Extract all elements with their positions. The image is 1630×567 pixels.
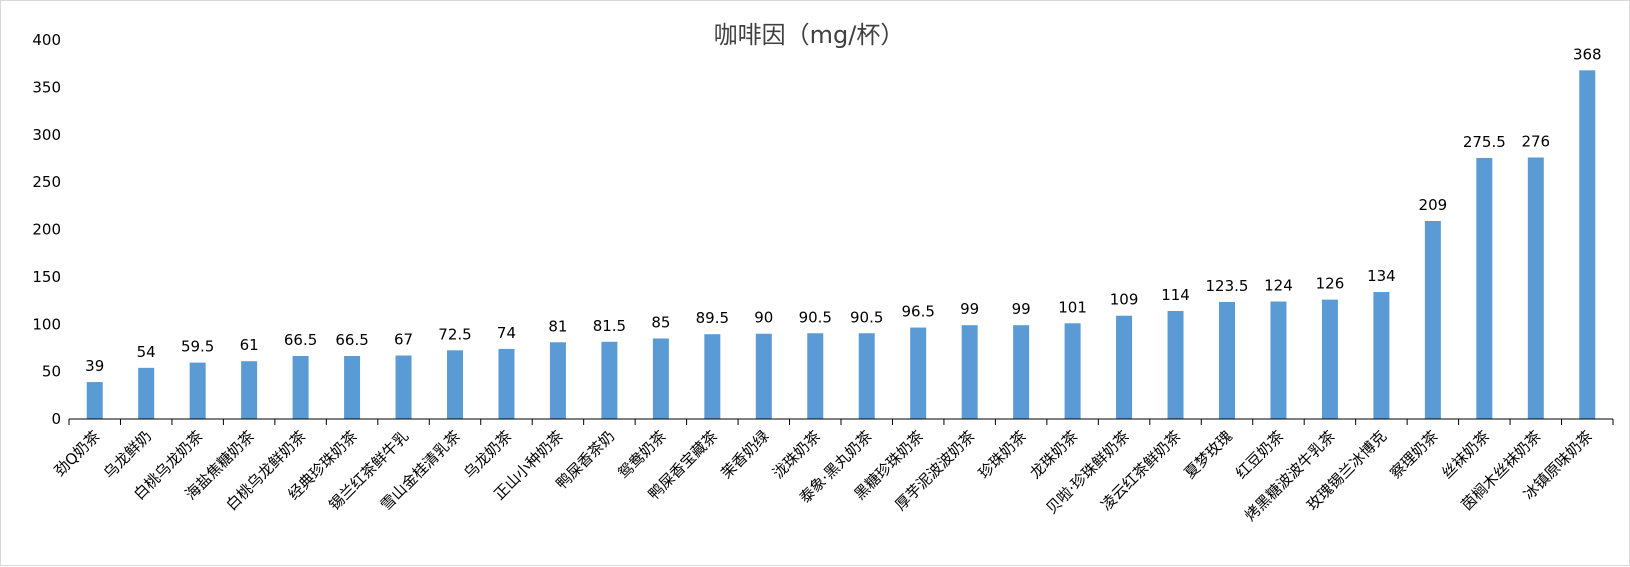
bar [189, 362, 206, 419]
y-tick-label: 350 [32, 78, 61, 96]
value-label: 96.5 [901, 303, 934, 321]
bar [755, 333, 772, 419]
y-tick-label: 0 [51, 410, 61, 428]
value-label: 66.5 [284, 331, 317, 349]
bar [447, 350, 463, 419]
value-label: 54 [137, 343, 156, 361]
y-tick-label: 250 [32, 173, 61, 191]
bar [498, 348, 515, 419]
value-label: 114 [1161, 286, 1190, 304]
value-label: 109 [1110, 291, 1139, 309]
y-axis: 0 50 100 150 200 250 300 350 400 [32, 31, 61, 428]
value-label: 275.5 [1463, 133, 1506, 151]
bar [549, 342, 566, 419]
bar [858, 333, 875, 419]
value-label: 59.5 [181, 338, 214, 356]
bar [395, 355, 412, 419]
bar [86, 382, 103, 419]
y-tick-label: 150 [32, 268, 61, 286]
y-tick-label: 200 [32, 221, 61, 239]
value-label: 209 [1419, 196, 1448, 214]
x-category-label: 劲Q奶茶 [51, 427, 104, 480]
bar [961, 325, 978, 419]
value-label: 39 [85, 357, 104, 375]
value-label: 276 [1521, 132, 1550, 150]
bar [910, 327, 927, 419]
y-tick-label: 100 [32, 315, 61, 333]
bar [1013, 325, 1030, 419]
value-label: 90 [754, 309, 773, 327]
bar [1527, 157, 1544, 420]
x-category-label: 珍珠奶茶 [975, 427, 1030, 482]
bar [138, 367, 155, 419]
value-label: 85 [651, 313, 670, 331]
bar-series [86, 70, 1596, 420]
bar [704, 334, 721, 419]
value-label: 61 [240, 336, 259, 354]
bar [241, 361, 258, 419]
value-label: 72.5 [438, 325, 471, 343]
value-label: 90.5 [850, 308, 883, 326]
value-label: 66.5 [335, 331, 368, 349]
bar [1321, 299, 1338, 419]
value-label: 126 [1316, 275, 1345, 293]
bar [807, 333, 824, 419]
value-label: 99 [960, 300, 979, 318]
value-label: 81.5 [593, 317, 626, 335]
value-label: 67 [394, 331, 413, 349]
chart-title: 咖啡因（mg/杯） [714, 21, 905, 49]
value-label: 124 [1264, 277, 1293, 295]
x-category-label: 烤黑糖波波牛乳茶 [1241, 427, 1339, 525]
value-label: 90.5 [799, 308, 832, 326]
value-label: 89.5 [696, 309, 729, 327]
y-tick-label: 400 [32, 31, 61, 49]
bar [292, 355, 309, 419]
value-label: 101 [1058, 298, 1087, 316]
x-axis: 劲Q奶茶乌龙鲜奶白桃乌龙奶茶海盐焦糖奶茶白桃乌龙鲜奶茶经典珍珠奶茶锡兰红茶鲜牛乳… [51, 418, 1614, 525]
value-label: 99 [1012, 300, 1031, 318]
y-tick-label: 50 [42, 363, 61, 381]
bar [1167, 310, 1184, 419]
bar [1476, 157, 1493, 419]
bar [344, 355, 361, 419]
bar [1579, 70, 1596, 419]
y-tick-label: 300 [32, 126, 61, 144]
value-label: 134 [1367, 267, 1396, 285]
bar [601, 341, 618, 419]
x-category-label: 夏梦玫瑰 [1181, 427, 1236, 482]
bar [1424, 220, 1441, 419]
bar [652, 338, 669, 419]
x-category-label: 察理奶茶 [1387, 427, 1442, 482]
value-label: 123.5 [1206, 277, 1249, 295]
bar [1219, 301, 1235, 419]
bar [1373, 292, 1390, 419]
x-category-label: 茉香奶绿 [717, 427, 772, 482]
bar [1270, 301, 1287, 419]
value-label: 368 [1573, 45, 1602, 63]
value-label: 74 [497, 324, 516, 342]
bar [1064, 323, 1081, 419]
value-label: 81 [548, 317, 567, 335]
bar [1116, 315, 1133, 419]
data-labels: 39 54 59.5 61 66.5 66.5 67 72.5 74 81 81.5 85 89.5 90… [85, 45, 1601, 375]
